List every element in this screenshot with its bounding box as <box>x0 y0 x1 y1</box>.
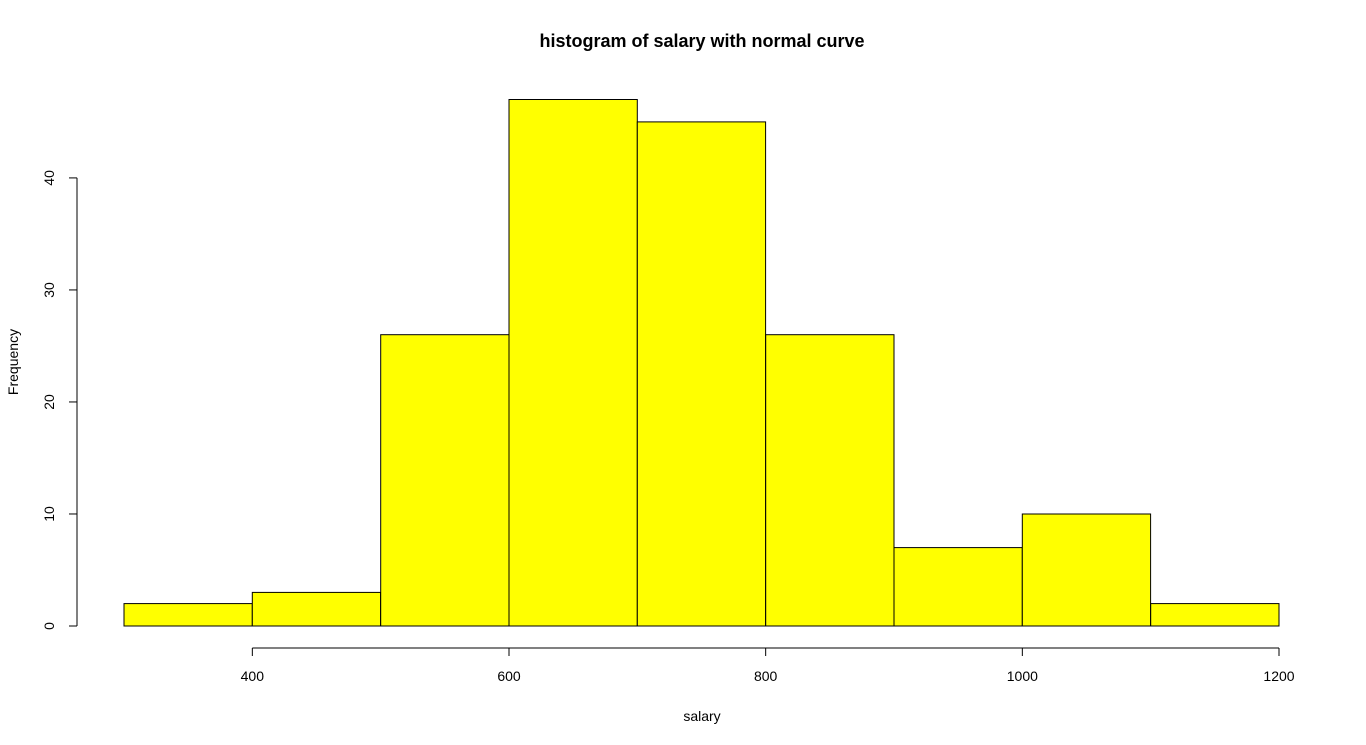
x-tick-label: 1000 <box>1007 668 1038 684</box>
histogram-bar <box>251 591 382 627</box>
histogram-bar <box>380 334 510 627</box>
y-tick-label: 40 <box>41 170 57 186</box>
y-tick-label: 20 <box>41 394 57 410</box>
histogram-bar <box>636 121 767 627</box>
x-tick-label: 1200 <box>1263 668 1294 684</box>
histogram-bar <box>123 603 253 627</box>
y-tick-label: 10 <box>41 506 57 522</box>
x-axis: 400 600 800 1000 1200 <box>241 647 1295 684</box>
histogram-bar <box>765 334 895 627</box>
y-axis-label: Frequency <box>5 329 21 395</box>
x-axis-label: salary <box>683 708 720 724</box>
x-tick-label: 400 <box>241 668 265 684</box>
y-tick-label: 30 <box>41 282 57 298</box>
y-tick-label: 0 <box>41 622 57 630</box>
histogram-bar <box>1021 513 1152 627</box>
histogram-bars <box>123 99 1280 627</box>
histogram-bar <box>893 547 1023 627</box>
histogram-bar <box>1150 603 1280 627</box>
chart-title: histogram of salary with normal curve <box>539 31 864 51</box>
y-axis: 0 10 20 30 40 <box>41 170 78 630</box>
x-tick-label: 800 <box>754 668 778 684</box>
x-tick-label: 600 <box>497 668 521 684</box>
histogram-bar <box>508 99 638 627</box>
